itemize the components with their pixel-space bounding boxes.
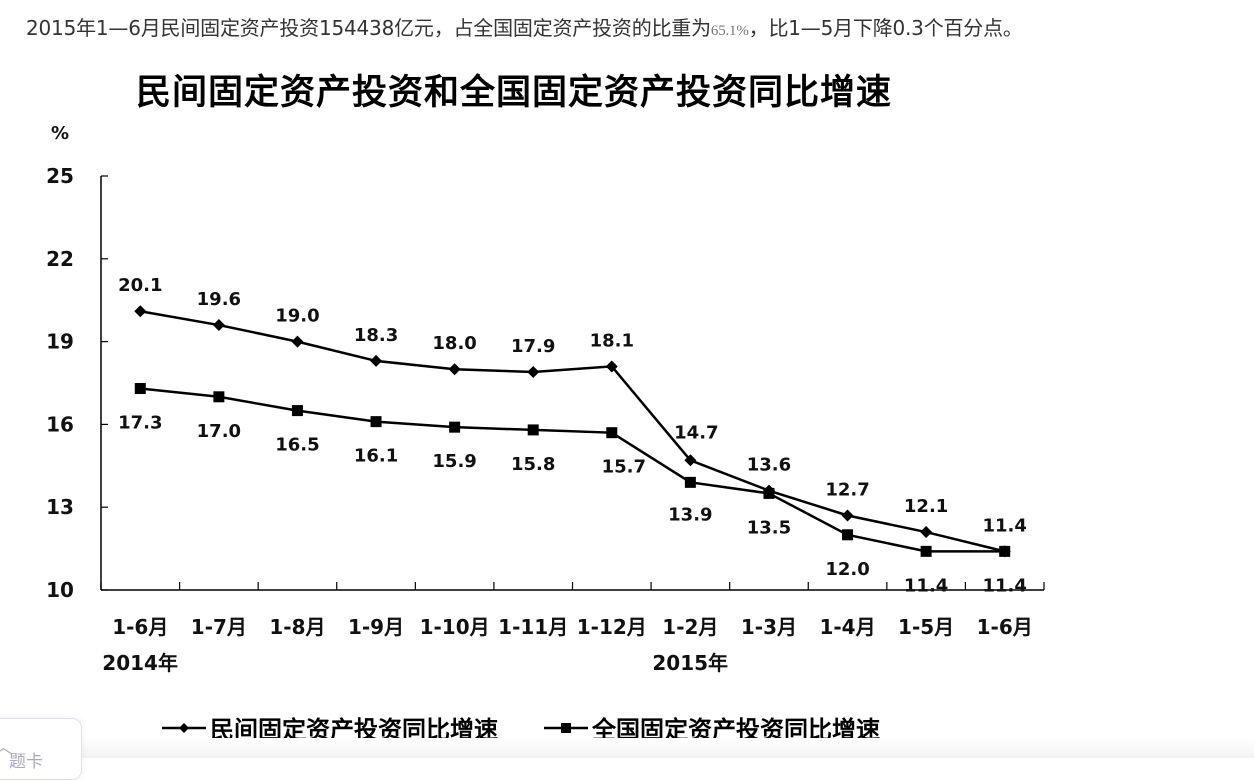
data-label-national: 17.0 bbox=[197, 421, 241, 442]
x-tick-label: 1-5月 bbox=[898, 615, 954, 639]
data-label-national: 15.8 bbox=[511, 454, 555, 475]
x-tick-label: 1-7月 bbox=[191, 615, 247, 639]
data-label-private: 12.1 bbox=[904, 496, 948, 517]
square-marker bbox=[920, 545, 932, 557]
data-label-private: 19.0 bbox=[275, 306, 319, 327]
diamond-marker bbox=[134, 305, 147, 318]
x-tick-label: 1-2月 bbox=[662, 615, 718, 639]
year-label: 2015年 bbox=[652, 651, 728, 675]
data-label-private: 20.1 bbox=[118, 275, 162, 296]
y-tick-label: 19 bbox=[46, 330, 74, 354]
square-marker bbox=[842, 529, 854, 541]
x-tick-label: 1-3月 bbox=[741, 615, 797, 639]
y-tick-label: 25 bbox=[46, 164, 74, 188]
data-label-national: 15.9 bbox=[432, 451, 476, 472]
x-tick-label: 1-8月 bbox=[269, 615, 325, 639]
square-marker bbox=[134, 383, 146, 395]
data-label-private: 18.3 bbox=[354, 325, 398, 346]
data-label-private: 12.7 bbox=[825, 479, 869, 500]
square-marker bbox=[291, 405, 303, 417]
data-label-national: 13.5 bbox=[747, 517, 791, 538]
year-label: 2014年 bbox=[102, 651, 178, 675]
data-label-private: 19.6 bbox=[197, 289, 241, 310]
data-label-national: 16.1 bbox=[354, 446, 398, 467]
square-marker bbox=[370, 416, 382, 428]
y-tick-label: 13 bbox=[46, 495, 74, 519]
data-label-private: 13.6 bbox=[747, 455, 791, 476]
line-chart: 10 13 16 19 22 25% 1-6月 1-7月 1-8月 1-9月 1-10月 1-11月 1… bbox=[46, 123, 1045, 675]
y-tick-label: 22 bbox=[46, 247, 74, 271]
y-axis-unit: % bbox=[51, 123, 69, 144]
diamond-marker bbox=[920, 526, 933, 539]
square-marker bbox=[527, 424, 539, 436]
summary-before: 2015年1—6月民间固定资产投资154438亿元，占全国固定资产投资的比重为 bbox=[26, 16, 711, 40]
data-label-private: 18.1 bbox=[590, 330, 634, 351]
data-label-national: 11.4 bbox=[904, 575, 948, 596]
diamond-marker bbox=[684, 454, 697, 467]
summary-percentage: 65.1% bbox=[710, 23, 749, 39]
summary-text: 2015年1—6月民间固定资产投资154438亿元，占全国固定资产投资的比重为6… bbox=[26, 12, 1023, 41]
x-tick-label: 1-4月 bbox=[819, 615, 875, 639]
diamond-marker bbox=[448, 363, 461, 376]
page-bottom-fade bbox=[0, 738, 1254, 758]
data-label-national: 12.0 bbox=[825, 559, 869, 580]
data-label-private: 11.4 bbox=[982, 515, 1026, 536]
data-label-private: 17.9 bbox=[511, 336, 555, 357]
series-line bbox=[140, 310, 1006, 553]
answer-card-label: 题卡 bbox=[9, 752, 43, 772]
data-label-private: 18.0 bbox=[432, 333, 476, 354]
square-marker bbox=[999, 545, 1011, 557]
answer-card-tab[interactable]: 题卡 ︿ bbox=[0, 718, 82, 780]
diamond-marker bbox=[291, 335, 304, 348]
diamond-marker bbox=[370, 354, 383, 367]
x-tick-label: 1-12月 bbox=[577, 615, 647, 639]
diamond-marker bbox=[212, 319, 225, 332]
x-tick-label: 1-6月 bbox=[112, 615, 168, 639]
chevron-up-icon: ︿ bbox=[0, 738, 12, 758]
data-label-national: 16.5 bbox=[275, 435, 319, 456]
diamond-marker bbox=[527, 365, 540, 378]
square-marker bbox=[763, 487, 775, 499]
data-label-national: 17.3 bbox=[118, 413, 162, 434]
series-line bbox=[140, 387, 1005, 553]
y-tick-label: 16 bbox=[46, 412, 74, 436]
chart-title: 民间固定资产投资和全国固定资产投资同比增速 bbox=[136, 72, 893, 113]
square-marker bbox=[684, 476, 696, 488]
x-tick-label: 1-6月 bbox=[977, 615, 1033, 639]
x-tick-label: 1-9月 bbox=[348, 615, 404, 639]
square-line-icon bbox=[544, 722, 588, 733]
square-marker bbox=[449, 421, 461, 433]
summary-after: ，比1—5月下降0.3个百分点。 bbox=[748, 16, 1023, 40]
data-label-private: 14.7 bbox=[674, 422, 718, 443]
square-marker bbox=[213, 391, 225, 403]
data-label-national: 15.7 bbox=[602, 457, 646, 478]
y-tick-label: 10 bbox=[46, 578, 74, 602]
data-label-national: 13.9 bbox=[668, 504, 712, 525]
x-tick-label: 1-11月 bbox=[498, 615, 568, 639]
square-marker bbox=[606, 427, 618, 439]
diamond-line-icon bbox=[162, 722, 206, 733]
data-label-national: 11.4 bbox=[982, 575, 1026, 596]
x-tick-label: 1-10月 bbox=[420, 615, 490, 639]
diamond-marker bbox=[841, 509, 854, 522]
diamond-marker bbox=[605, 360, 618, 373]
